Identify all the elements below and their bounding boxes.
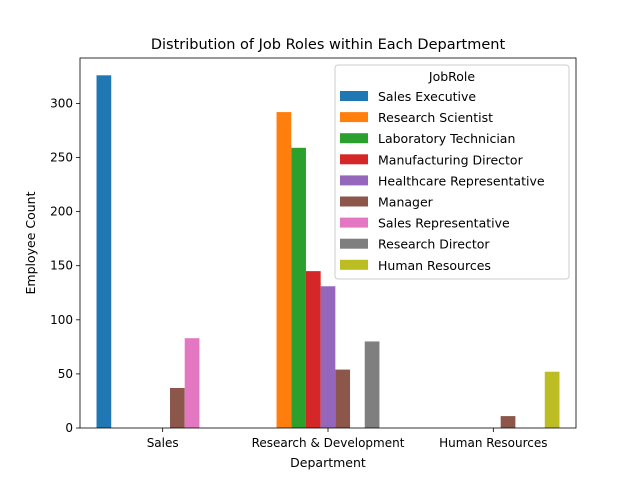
y-tick-label: 300 bbox=[50, 96, 73, 110]
legend-title: JobRole bbox=[428, 69, 476, 84]
legend-swatch bbox=[340, 91, 368, 101]
chart-title: Distribution of Job Roles within Each De… bbox=[151, 37, 506, 53]
legend-swatch bbox=[340, 175, 368, 186]
x-axis-label: Department bbox=[290, 455, 366, 470]
legend-label: Healthcare Representative bbox=[378, 173, 545, 188]
legend-label: Manufacturing Director bbox=[378, 152, 524, 167]
legend-swatch bbox=[340, 259, 368, 270]
legend-swatch bbox=[340, 154, 368, 165]
legend-swatch bbox=[340, 238, 368, 249]
bar bbox=[96, 75, 112, 428]
bar bbox=[170, 387, 185, 428]
legend-label: Research Director bbox=[378, 237, 490, 252]
bar bbox=[320, 286, 336, 428]
y-tick-label: 0 bbox=[65, 421, 73, 435]
y-tick-label: 50 bbox=[58, 367, 73, 381]
y-tick-label: 200 bbox=[50, 205, 73, 219]
legend: JobRole Sales Executive Research Scientis… bbox=[334, 64, 570, 280]
bar bbox=[276, 112, 292, 428]
y-axis-label: Employee Count bbox=[23, 191, 38, 294]
plot-frame bbox=[79, 57, 577, 429]
x-axis: Sales Research & Development Human Resourc… bbox=[147, 428, 548, 450]
bars-layer bbox=[96, 75, 560, 429]
bar bbox=[184, 338, 200, 428]
legend-swatch bbox=[340, 133, 368, 144]
bar bbox=[544, 371, 560, 428]
legend-label: Sales Representative bbox=[378, 216, 510, 231]
legend-box bbox=[334, 64, 570, 280]
bar bbox=[291, 147, 306, 429]
legend-swatch bbox=[340, 112, 368, 123]
legend-label: Laboratory Technician bbox=[378, 131, 515, 146]
y-tick-label: 150 bbox=[50, 259, 73, 273]
bar bbox=[305, 271, 321, 428]
bar bbox=[500, 416, 516, 428]
bar bbox=[335, 369, 351, 428]
y-tick-label: 250 bbox=[50, 151, 73, 165]
y-tick-label: 100 bbox=[50, 313, 73, 327]
legend-swatch bbox=[340, 196, 368, 207]
legend-items: Sales Executive Research Scientist Laborat… bbox=[340, 89, 545, 273]
bar bbox=[364, 341, 380, 428]
legend-label: Sales Executive bbox=[378, 89, 476, 104]
x-tick-label: Sales bbox=[147, 436, 179, 450]
legend-label: Human Resources bbox=[378, 258, 491, 273]
x-tick-label: Research & Development bbox=[252, 436, 405, 450]
legend-label: Manager bbox=[378, 195, 434, 210]
legend-swatch bbox=[340, 217, 368, 228]
legend-label: Research Scientist bbox=[378, 110, 493, 125]
x-tick-label: Human Resources bbox=[439, 436, 547, 450]
y-axis: 0 50 100 150 200 250 300 bbox=[50, 96, 80, 435]
